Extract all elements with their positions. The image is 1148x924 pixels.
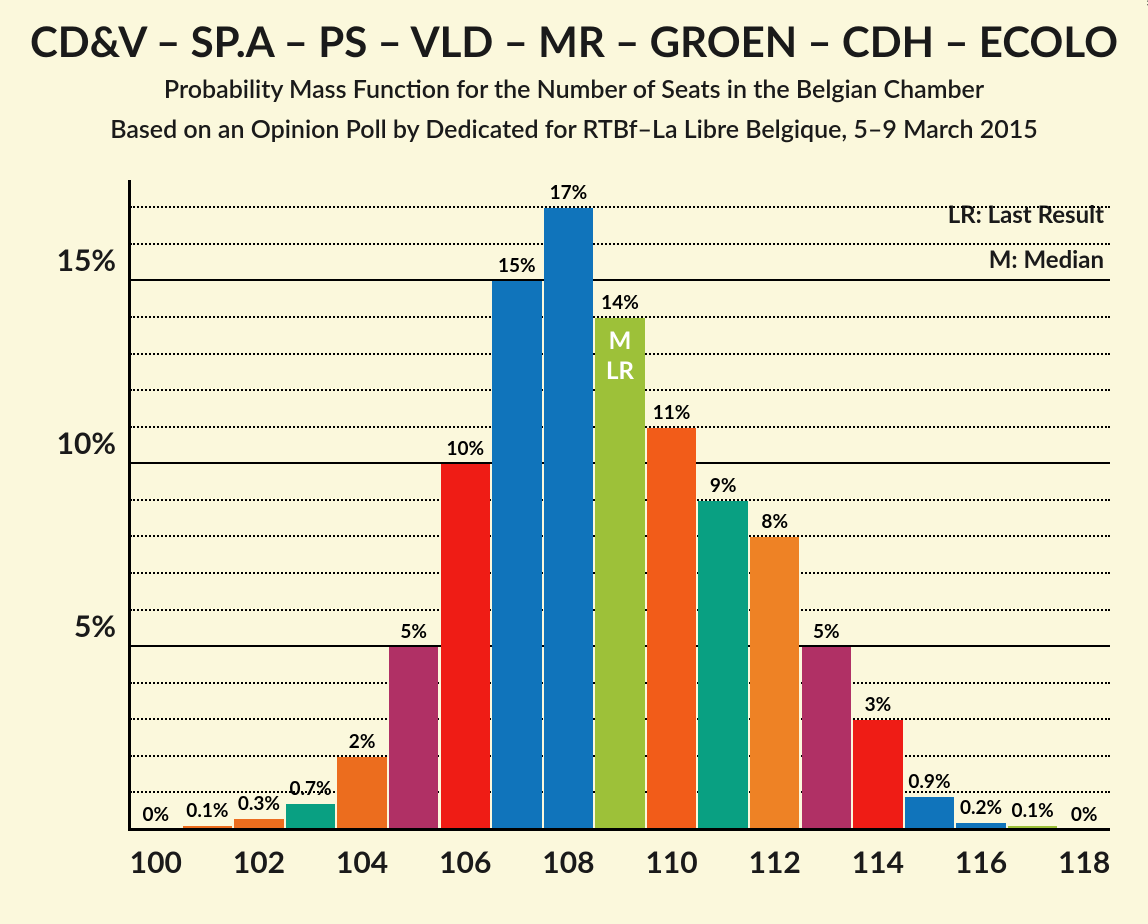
chart-subtitle: Probability Mass Function for the Number…	[0, 74, 1148, 104]
bar: 5%	[389, 647, 439, 830]
x-tick-label: 116	[955, 844, 1007, 880]
bars-container: 0%1000.1%0.3%1020.7%2%1045%10%10615%17%1…	[130, 190, 1110, 830]
y-tick-label: 15%	[57, 242, 130, 278]
bar-slot: 5%	[388, 190, 440, 830]
bar-value-label: 10%	[446, 437, 484, 460]
x-tick-label: 114	[852, 844, 904, 880]
bar-slot: 0.1%	[182, 190, 234, 830]
bar-value-label: 0%	[142, 803, 169, 826]
bar: 17%	[544, 208, 594, 830]
bar-value-label: 3%	[865, 693, 892, 716]
x-tick-label: 110	[645, 844, 697, 880]
bar: 5%	[802, 647, 852, 830]
chart-title: CD&V – SP.A – PS – VLD – MR – GROEN – CD…	[0, 16, 1148, 66]
bar-value-label: 0.7%	[289, 777, 331, 800]
bar-value-label: 0.3%	[238, 792, 280, 815]
bar-slot: 10%106	[439, 190, 491, 830]
y-tick-label: 5%	[74, 608, 130, 644]
bar-slot: 0%118	[1058, 190, 1110, 830]
bar-slot: 9%	[697, 190, 749, 830]
bar-slot: 0.9%	[904, 190, 956, 830]
bar-slot: 14% MLR	[594, 190, 646, 830]
bar-value-label: 5%	[400, 620, 427, 643]
bar: 0.7%	[286, 804, 336, 830]
x-tick-label: 102	[233, 844, 285, 880]
x-tick-label: 118	[1058, 844, 1110, 880]
bar-value-label: 11%	[653, 401, 691, 424]
plot-area: 0%1000.1%0.3%1020.7%2%1045%10%10615%17%1…	[130, 190, 1110, 830]
y-tick-label: 10%	[57, 425, 130, 461]
bar: 10%	[441, 464, 491, 830]
x-tick-label: 112	[749, 844, 801, 880]
bar-slot: 0.1%	[1007, 190, 1059, 830]
bar-slot: 0.2%116	[955, 190, 1007, 830]
bar: 15%	[492, 281, 542, 830]
bar-value-label: 17%	[550, 181, 588, 204]
x-tick-label: 106	[439, 844, 491, 880]
copyright-text: © 2019 Filip Van Laenen	[1144, 0, 1148, 6]
bar-slot: 17%108	[543, 190, 595, 830]
bar-slot: 0%100	[130, 190, 182, 830]
bar-value-label: 8%	[761, 510, 788, 533]
chart-subtitle: Based on an Opinion Poll by Dedicated fo…	[0, 114, 1148, 144]
bar-value-label: 2%	[349, 730, 376, 753]
bar-slot: 2%104	[336, 190, 388, 830]
bar-slot: 15%	[491, 190, 543, 830]
bar-slot: 0.7%	[285, 190, 337, 830]
bar: 8%	[750, 537, 800, 830]
bar-value-label: 0.2%	[960, 796, 1002, 819]
x-axis-line	[128, 828, 1110, 831]
bar-slot: 8%112	[749, 190, 801, 830]
bar: 11%	[647, 428, 697, 830]
bar-slot: 3%114	[852, 190, 904, 830]
bar-value-label: 0%	[1071, 803, 1098, 826]
x-tick-label: 100	[130, 844, 182, 880]
bar: 9%	[698, 501, 748, 830]
bar-value-label: 15%	[498, 254, 536, 277]
bar-slot: 5%	[801, 190, 853, 830]
bar-slot: 11%110	[646, 190, 698, 830]
bar-value-label: 0.1%	[1012, 799, 1054, 822]
bar: 2%	[337, 757, 387, 830]
bar-value-label: 5%	[813, 620, 840, 643]
bar-slot: 0.3%102	[233, 190, 285, 830]
bar: 0.9%	[905, 797, 955, 830]
bar-value-label: 14%	[601, 291, 639, 314]
bar-inner-label: MLR	[606, 326, 634, 386]
bar-value-label: 9%	[710, 474, 737, 497]
bar: 14%MLR	[595, 318, 645, 830]
bar: 3%	[853, 720, 903, 830]
x-tick-label: 108	[542, 844, 594, 880]
x-tick-label: 104	[336, 844, 388, 880]
bar-value-label: 0.1%	[186, 799, 228, 822]
bar-value-label: 0.9%	[908, 770, 950, 793]
